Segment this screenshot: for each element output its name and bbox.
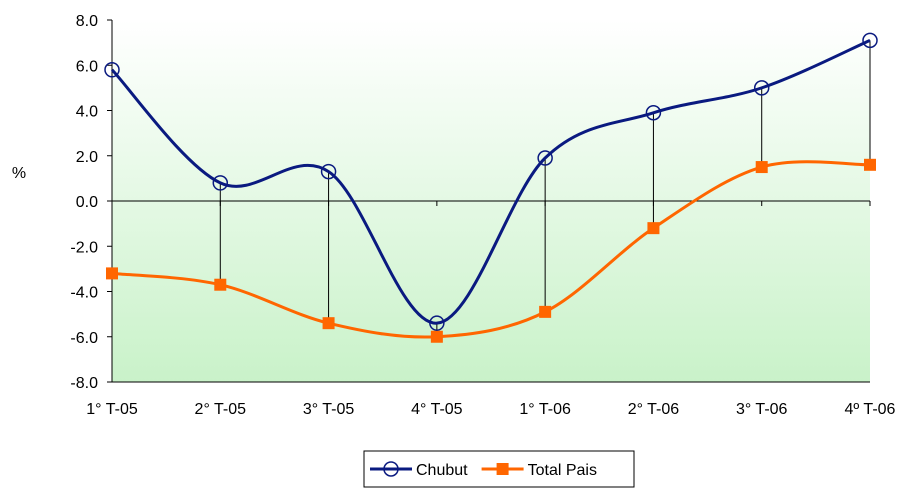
series-line-1	[111, 160, 871, 339]
y-tick-label: -2.0	[70, 239, 98, 256]
tick-labels: -8.0 -6.0 -4.0 -2.0 0.0 2.0 4.0 6.0 8.0 1° T-05 2°…	[70, 13, 895, 418]
y-tick-label: 4.0	[76, 104, 98, 121]
legend-marker-0	[383, 461, 399, 477]
y-axis-label: %	[12, 165, 26, 182]
legend: Chubut Total Pais	[363, 450, 635, 488]
x-tick-label: 3° T-05	[303, 401, 355, 418]
legend-marker-1	[496, 463, 509, 475]
data-point-0	[862, 32, 878, 49]
x-tick-label: 3° T-06	[736, 401, 788, 418]
legend-label-0: Chubut	[416, 462, 468, 479]
data-point-0	[753, 80, 770, 96]
data-point-0	[429, 315, 445, 331]
x-tick-label: 4º T-06	[845, 401, 896, 418]
x-tick-label: 4° T-05	[411, 401, 463, 418]
data-point-0	[212, 175, 229, 191]
series-line-0	[110, 38, 871, 325]
y-tick-label: 8.0	[76, 13, 98, 30]
data-point-1	[214, 278, 227, 291]
x-tick-label: 1° T-06	[519, 401, 571, 418]
x-tick-label: 2° T-05	[195, 401, 247, 418]
data-point-0	[320, 163, 337, 180]
legend-label-1: Total Pais	[528, 462, 597, 479]
data-point-1	[647, 222, 660, 235]
data-point-1	[539, 305, 552, 318]
y-tick-label: -6.0	[70, 330, 98, 347]
x-tick-label: 2° T-06	[628, 401, 680, 418]
y-tick-label: -4.0	[70, 285, 98, 302]
data-point-0	[645, 105, 662, 121]
axes	[107, 19, 871, 383]
data-point-1	[430, 330, 443, 343]
data-point-1	[322, 317, 335, 330]
data-point-1	[755, 161, 768, 174]
data-point-0	[104, 62, 120, 78]
y-tick-label: 0.0	[76, 194, 98, 211]
data-point-1	[864, 158, 876, 171]
y-tick-label: 2.0	[76, 149, 98, 166]
x-tick-label: 1° T-05	[86, 401, 138, 418]
data-point-1	[106, 267, 118, 280]
y-tick-label: 6.0	[76, 58, 98, 75]
y-tick-label: -8.0	[70, 375, 98, 392]
data-point-0	[537, 150, 553, 166]
series-layer	[104, 32, 878, 343]
